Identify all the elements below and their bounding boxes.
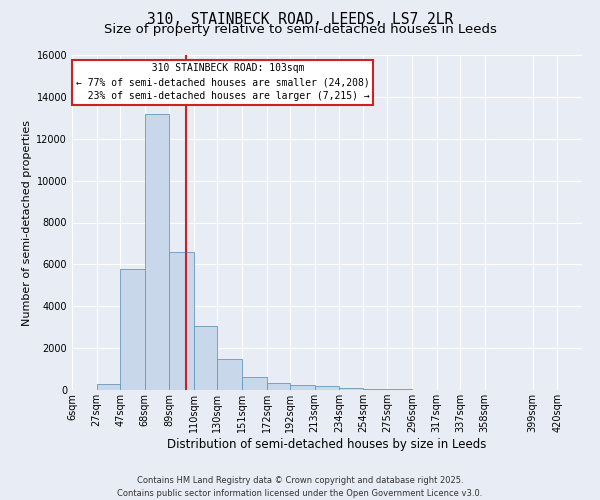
X-axis label: Distribution of semi-detached houses by size in Leeds: Distribution of semi-detached houses by … bbox=[167, 438, 487, 451]
Bar bbox=[290, 385, 314, 390]
Bar bbox=[266, 382, 290, 390]
Bar bbox=[314, 386, 340, 390]
Text: Size of property relative to semi-detached houses in Leeds: Size of property relative to semi-detach… bbox=[104, 22, 496, 36]
Bar bbox=[363, 388, 388, 390]
Text: 310 STAINBECK ROAD: 103sqm
← 77% of semi-detached houses are smaller (24,208)
  : 310 STAINBECK ROAD: 103sqm ← 77% of semi… bbox=[76, 64, 370, 102]
Y-axis label: Number of semi-detached properties: Number of semi-detached properties bbox=[22, 120, 32, 326]
Text: Contains HM Land Registry data © Crown copyright and database right 2025.
Contai: Contains HM Land Registry data © Crown c… bbox=[118, 476, 482, 498]
Bar bbox=[97, 384, 120, 390]
Bar bbox=[145, 114, 169, 390]
Bar bbox=[340, 388, 363, 390]
Bar bbox=[169, 252, 194, 390]
Text: 310, STAINBECK ROAD, LEEDS, LS7 2LR: 310, STAINBECK ROAD, LEEDS, LS7 2LR bbox=[147, 12, 453, 28]
Bar bbox=[120, 268, 145, 390]
Bar bbox=[194, 326, 217, 390]
Bar bbox=[217, 358, 242, 390]
Bar bbox=[242, 378, 266, 390]
